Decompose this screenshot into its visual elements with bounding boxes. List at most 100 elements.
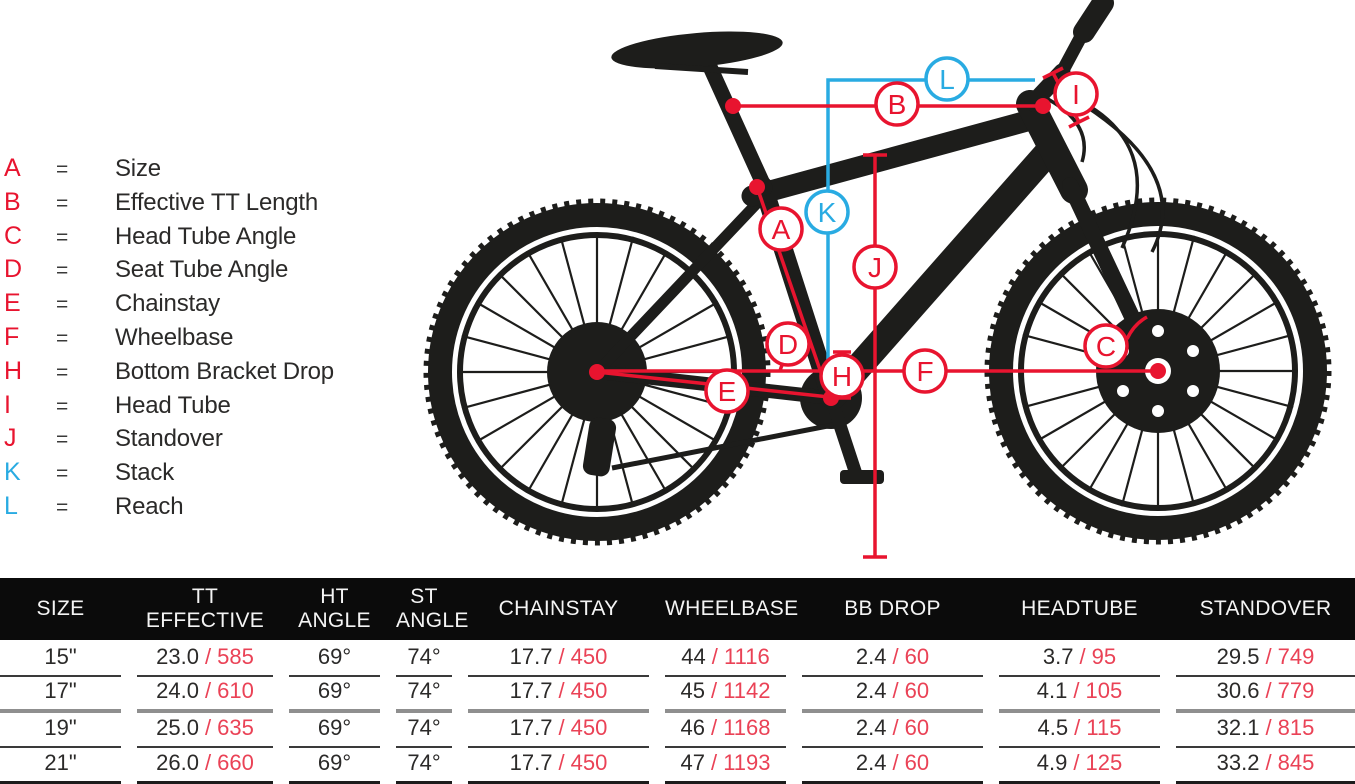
legend-label: Effective TT Length xyxy=(115,188,319,216)
cell-bb-drop: 2.460 xyxy=(802,710,983,748)
cell-tt: 26.0660 xyxy=(137,745,273,784)
marker-I: I xyxy=(1053,71,1099,117)
cell-st-angle: 74° xyxy=(396,674,452,713)
equals-sign: = xyxy=(56,326,69,350)
table-header-row: SIZE TT EFFECTIVE HT ANGLE ST ANGLE CHAINST… xyxy=(0,578,1355,640)
legend-letter: I xyxy=(4,390,11,419)
legend-letter: F xyxy=(4,322,20,351)
col-header-chainstay: CHAINSTAY xyxy=(498,597,619,620)
legend-row-l: L = Reach xyxy=(4,492,364,526)
cell-st-angle: 74° xyxy=(396,639,452,677)
legend-label: Head Tube xyxy=(115,391,231,419)
cell-tt: 23.0585 xyxy=(137,639,273,677)
legend-letter: K xyxy=(4,458,21,487)
marker-D: D xyxy=(765,321,811,367)
cell-bb-drop: 2.460 xyxy=(802,745,983,784)
legend-label: Chainstay xyxy=(115,290,220,318)
cell-wheelbase: 451142 xyxy=(665,674,786,713)
cell-ht-angle: 69° xyxy=(289,745,380,784)
legend-letter: L xyxy=(4,491,18,520)
cell-size: 17" xyxy=(0,674,121,713)
equals-sign: = xyxy=(56,293,69,317)
cell-bb-drop: 2.460 xyxy=(802,639,983,677)
crank-arm xyxy=(824,391,864,484)
col-header-standover: STANDOVER xyxy=(1199,597,1332,620)
legend-label: Size xyxy=(115,155,161,182)
letter-markers: A B C D E F H I J K L xyxy=(704,56,1129,414)
legend-row-k: K = Stack xyxy=(4,458,364,492)
seatstay-tube xyxy=(593,194,766,376)
col-header-ht-angle: HT ANGLE xyxy=(298,585,371,632)
cell-st-angle: 74° xyxy=(396,710,452,748)
legend-row-d: D = Seat Tube Angle xyxy=(4,255,364,289)
col-header-bb-drop: BB DROP xyxy=(844,597,941,620)
cell-size: 15" xyxy=(0,639,121,677)
legend-row-b: B = Effective TT Length xyxy=(4,188,364,222)
equals-sign: = xyxy=(56,462,69,486)
table-row-15: 15" 23.0585 69° 74° 17.7450 441116 2.460… xyxy=(0,639,1355,677)
legend-label: Bottom Bracket Drop xyxy=(115,357,334,385)
svg-text:L: L xyxy=(939,64,955,95)
svg-text:I: I xyxy=(1072,79,1080,110)
cell-chainstay: 17.7450 xyxy=(468,674,649,713)
legend-letter: B xyxy=(4,187,21,216)
legend-row-h: H = Bottom Bracket Drop xyxy=(4,357,364,391)
legend-letter: E xyxy=(4,289,21,318)
svg-text:B: B xyxy=(888,89,907,120)
standover-line xyxy=(863,153,887,559)
chain xyxy=(611,421,839,471)
equals-sign: = xyxy=(56,259,69,283)
cell-chainstay: 17.7450 xyxy=(468,639,649,677)
cell-size: 19" xyxy=(0,710,121,748)
marker-L: L xyxy=(924,56,970,102)
cell-standover: 29.5749 xyxy=(1176,639,1355,677)
svg-text:K: K xyxy=(818,197,837,228)
col-header-st-angle: ST ANGLE xyxy=(396,585,469,632)
legend-row-f: F = Wheelbase xyxy=(4,323,364,357)
legend-label: Head Tube Angle xyxy=(115,222,297,250)
cell-headtube: 4.9125 xyxy=(999,745,1160,784)
cell-ht-angle: 69° xyxy=(289,710,380,748)
legend-label: Seat Tube Angle xyxy=(115,256,289,284)
table-row-17: 17" 24.0610 69° 74° 17.7450 451142 2.460… xyxy=(0,674,1355,713)
cell-wheelbase: 461168 xyxy=(665,710,786,748)
pedal xyxy=(840,470,884,484)
derailleur xyxy=(582,417,617,477)
head-tube-angle-arc xyxy=(1125,315,1148,340)
cell-standover: 33.2845 xyxy=(1176,745,1355,784)
cell-ht-angle: 69° xyxy=(289,639,380,677)
saddle-rails xyxy=(654,63,749,75)
equals-sign: = xyxy=(56,225,69,249)
marker-F: F xyxy=(902,348,948,394)
cell-headtube: 4.5115 xyxy=(999,710,1160,748)
cell-wheelbase: 441116 xyxy=(665,639,786,677)
svg-text:D: D xyxy=(778,329,798,360)
equals-sign: = xyxy=(56,191,69,215)
geometry-table: SIZE TT EFFECTIVE HT ANGLE ST ANGLE CHAINST… xyxy=(0,578,1355,784)
svg-text:J: J xyxy=(868,252,882,283)
table-body: 15" 23.0585 69° 74° 17.7450 441116 2.460… xyxy=(0,639,1355,784)
svg-text:F: F xyxy=(916,356,933,387)
legend-row-j: J = Standover xyxy=(4,424,364,458)
cell-size: 21" xyxy=(0,745,121,784)
cell-chainstay: 17.7450 xyxy=(468,710,649,748)
cell-tt: 25.0635 xyxy=(137,710,273,748)
col-header-tt-effective: TT EFFECTIVE xyxy=(145,585,265,632)
marker-J: J xyxy=(852,244,898,290)
cell-wheelbase: 471193 xyxy=(665,745,786,784)
equals-sign: = xyxy=(56,158,69,181)
top-tube xyxy=(741,107,1049,207)
marker-A: A xyxy=(758,206,804,252)
marker-E: E xyxy=(704,368,750,414)
marker-K: K xyxy=(804,189,850,235)
col-header-wheelbase: WHEELBASE xyxy=(665,597,799,620)
marker-B: B xyxy=(874,81,920,127)
legend-label: Reach xyxy=(115,492,184,520)
col-header-headtube: HEADTUBE xyxy=(1021,597,1138,620)
legend-row-a: A = Size xyxy=(4,154,364,188)
cell-tt: 24.0610 xyxy=(137,674,273,713)
equals-sign: = xyxy=(56,428,69,452)
cell-headtube: 3.795 xyxy=(999,639,1160,677)
cell-standover: 30.6779 xyxy=(1176,674,1355,713)
